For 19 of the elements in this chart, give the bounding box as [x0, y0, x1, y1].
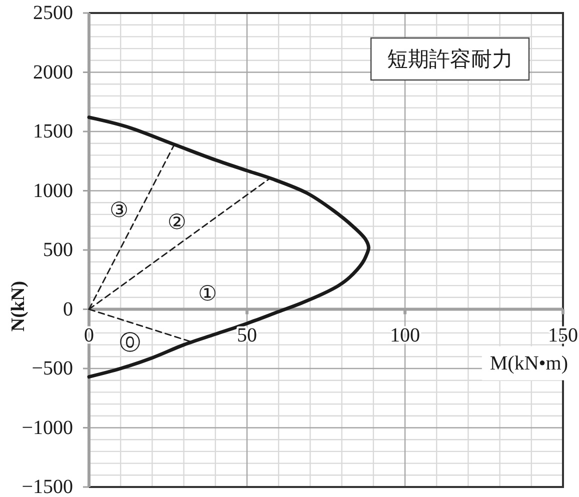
y-tick-label: 2500 — [33, 2, 73, 24]
series-label: ③ — [110, 198, 128, 222]
x-axis-title: M(kN•m) — [490, 352, 568, 374]
y-tick-label: −500 — [32, 358, 73, 380]
series-label: ② — [168, 210, 186, 234]
series-label: ⓪ — [120, 330, 141, 354]
y-tick-label: −1500 — [22, 476, 73, 497]
y-tick-label: 500 — [43, 239, 73, 261]
y-axis-title: N(kN) — [8, 280, 29, 332]
annotation: ① — [198, 281, 217, 306]
x-tick-label: 0 — [84, 324, 94, 346]
x-tick-label: 50 — [237, 324, 257, 346]
y-tick-label: 1500 — [33, 120, 73, 142]
y-tick-label: 1000 — [33, 180, 73, 202]
y-tick-label: 0 — [63, 298, 73, 320]
y-tick-label: 2000 — [33, 61, 73, 84]
text: 短期許容耐力 — [387, 47, 513, 71]
x-tick-label: 100 — [390, 324, 420, 346]
y-tick-label: −1000 — [22, 416, 73, 439]
